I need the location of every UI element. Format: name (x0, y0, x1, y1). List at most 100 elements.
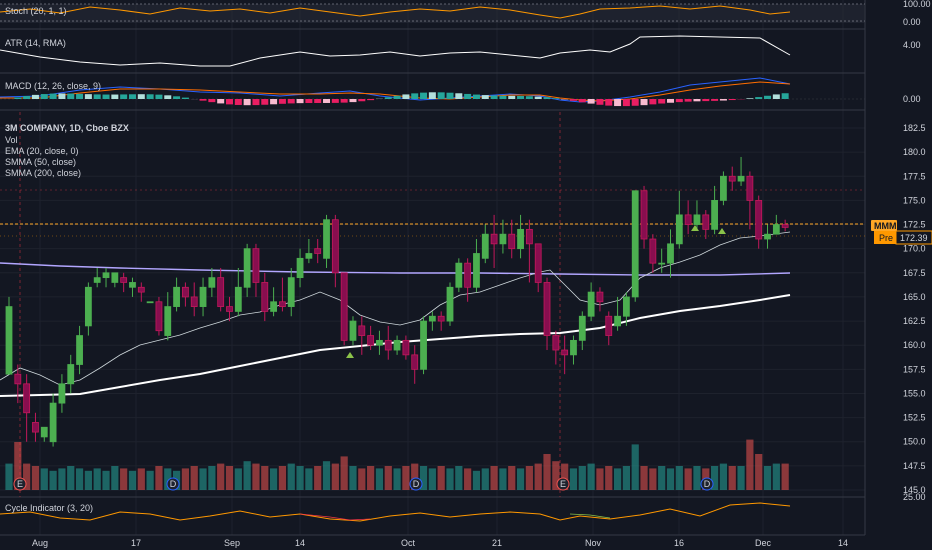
time-tick: 17 (131, 538, 141, 548)
macd-histogram-bar (111, 94, 119, 99)
grid (0, 0, 865, 535)
volume-bar (367, 466, 375, 490)
candle (102, 267, 110, 288)
stoch-tick: 0.00 (903, 17, 921, 27)
atr-line (0, 35, 791, 67)
macd-pane: MACD (12, 26, close, 9) (0, 77, 865, 107)
candle (305, 239, 313, 264)
macd-histogram-bar (587, 99, 595, 104)
candle (208, 267, 216, 297)
volume-bar (14, 442, 22, 490)
volume-bar (631, 444, 639, 490)
svg-text:E: E (560, 479, 566, 489)
candle (525, 219, 533, 283)
volume-bar (525, 466, 533, 490)
volume-bar (84, 470, 92, 490)
candle (605, 311, 613, 346)
price-tick: 157.5 (903, 364, 926, 374)
svg-text:D: D (170, 479, 177, 489)
candle (190, 282, 198, 317)
volume-bars (5, 439, 789, 490)
macd-histogram-bar (490, 95, 498, 99)
macd-histogram-bar (684, 99, 692, 102)
candle (384, 325, 392, 360)
candle (561, 335, 569, 375)
volume-bar (384, 466, 392, 490)
candle (437, 311, 445, 331)
dividend-marker[interactable]: D (700, 477, 714, 491)
volume-bar (675, 466, 683, 490)
macd-histogram-bar (711, 99, 719, 101)
price-tick: 152.5 (903, 413, 926, 423)
volume-bar (164, 468, 172, 490)
volume-bar (481, 468, 489, 490)
candle (517, 214, 524, 259)
time-tick: Aug (32, 538, 48, 548)
earnings-marker[interactable]: E (556, 477, 570, 491)
svg-text:D: D (413, 479, 420, 489)
earnings-marker[interactable]: E (13, 477, 27, 491)
volume-bar (31, 466, 40, 490)
candle (323, 214, 330, 268)
candle (23, 374, 31, 442)
volume-bar (102, 470, 110, 490)
volume-bar (375, 468, 384, 490)
candle (402, 335, 410, 360)
macd-histogram-bar (446, 92, 454, 99)
macd-histogram-bar (534, 96, 542, 99)
candle (543, 277, 551, 351)
candle (772, 214, 780, 235)
candle (120, 272, 128, 293)
candle (234, 267, 242, 317)
macd-histogram-bar (287, 99, 295, 104)
volume-bar (534, 463, 542, 490)
smma200-label: SMMA (200, close) (5, 168, 81, 178)
candle (420, 316, 427, 375)
macd-histogram-bar (472, 94, 480, 99)
smma50-label: SMMA (50, close) (5, 157, 76, 167)
time-tick: Oct (401, 538, 416, 548)
macd-histogram-bar (525, 96, 533, 99)
time-axis[interactable]: Aug 17 Sep 14 Oct 21 Nov 16 Dec 14 (32, 538, 848, 548)
candle (720, 171, 727, 206)
macd-histogram-bar (649, 99, 657, 105)
candle (155, 296, 163, 336)
volume-bar (23, 463, 31, 490)
candle (181, 282, 189, 307)
time-tick: 16 (674, 538, 684, 548)
dividend-marker[interactable]: D (166, 477, 180, 491)
price-tick: 162.5 (903, 316, 926, 326)
volume-bar (490, 466, 498, 490)
price-tick: 160.0 (903, 340, 926, 350)
macd-histogram-bar (640, 99, 648, 106)
price-tick: 182.5 (903, 123, 926, 133)
volume-bar (649, 468, 657, 490)
macd-histogram-bar (261, 99, 269, 105)
volume-bar (569, 468, 578, 490)
candle (49, 393, 57, 447)
volume-bar (225, 466, 234, 490)
dividend-marker[interactable]: D (409, 477, 423, 491)
candle (702, 210, 710, 240)
price-axis[interactable]: 100.00 0.00 4.00 0.00 182.5 180.0 177.5 175.0 17… (866, 0, 932, 550)
candle (217, 267, 225, 312)
macd-histogram-bar (120, 94, 128, 99)
macd-histogram-bar (102, 94, 110, 99)
macd-histogram-bar (578, 99, 586, 103)
volume-bar (428, 468, 436, 490)
candle (667, 229, 674, 278)
macd-histogram-bar (728, 99, 736, 101)
volume-bar (393, 468, 401, 490)
candle (587, 282, 595, 322)
pane-separators (0, 0, 866, 536)
macd-histogram-bar (658, 99, 666, 104)
macd-histogram-bar (226, 99, 233, 105)
price-legend: 3M COMPANY, 1D, Cboe BZX Vol EMA (20, cl… (5, 123, 129, 178)
volume-bar (278, 466, 287, 490)
macd-histogram-bar (270, 99, 278, 105)
stoch-label: Stoch (20, 1, 1) (5, 6, 67, 16)
macd-histogram-bar (128, 94, 136, 99)
macd-histogram-bar (508, 95, 516, 99)
